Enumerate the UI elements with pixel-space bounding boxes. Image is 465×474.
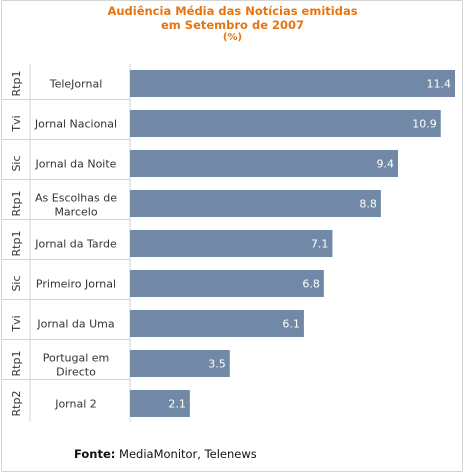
chart-title-line-2: em Setembro de 2007 [161,18,304,32]
bar-value-label: 6.8 [302,278,320,291]
category-label: Portugal em Directo [43,352,110,379]
category-label: Primeiro Jornal [36,278,116,291]
category-label: Jornal da Uma [36,318,114,331]
bar [130,310,304,337]
bar [130,230,333,257]
bar-value-label: 3.5 [208,358,226,371]
bar-value-label: 8.8 [359,198,377,211]
source-text: MediaMonitor, Telenews [115,447,257,461]
category-label: TeleJornal [49,78,103,91]
bar [130,390,190,417]
channel-label: Sic [10,155,23,171]
chart-title-line-1: Audiência Média das Notícias emitidas [107,4,358,18]
source-note: Fonte: MediaMonitor, Telenews [74,447,257,461]
bar [130,350,230,377]
bar [130,150,398,177]
bar-value-label: 2.1 [168,398,186,411]
bar-value-label: 6.1 [282,318,300,331]
chart-title-unit: (%) [222,32,243,43]
category-label: As Escolhas de Marcelo [35,192,117,219]
category-label: Jornal da Tarde [34,238,117,251]
bar [130,70,455,97]
channel-label: Rtp1 [10,231,23,257]
category-label: Jornal 2 [54,398,97,411]
bar [130,110,441,137]
bar-value-label: 9.4 [376,158,394,171]
channel-label: Rtp1 [10,71,23,97]
channel-label: Rtp1 [10,351,23,377]
channel-label: Tvi [10,115,23,132]
bar [130,190,381,217]
source-label: Fonte: [74,447,116,461]
channel-label: Rtp2 [10,391,23,417]
bar-value-label: 10.9 [412,118,437,131]
bar-value-label: 7.1 [311,238,329,251]
channel-label: Sic [10,275,23,291]
channel-label: Tvi [10,315,23,332]
category-label: Jornal Nacional [34,118,117,131]
bar-value-label: 11.4 [427,78,452,91]
channel-label: Rtp1 [10,191,23,217]
bar [130,270,324,297]
category-label: Jornal da Noite [35,158,117,171]
